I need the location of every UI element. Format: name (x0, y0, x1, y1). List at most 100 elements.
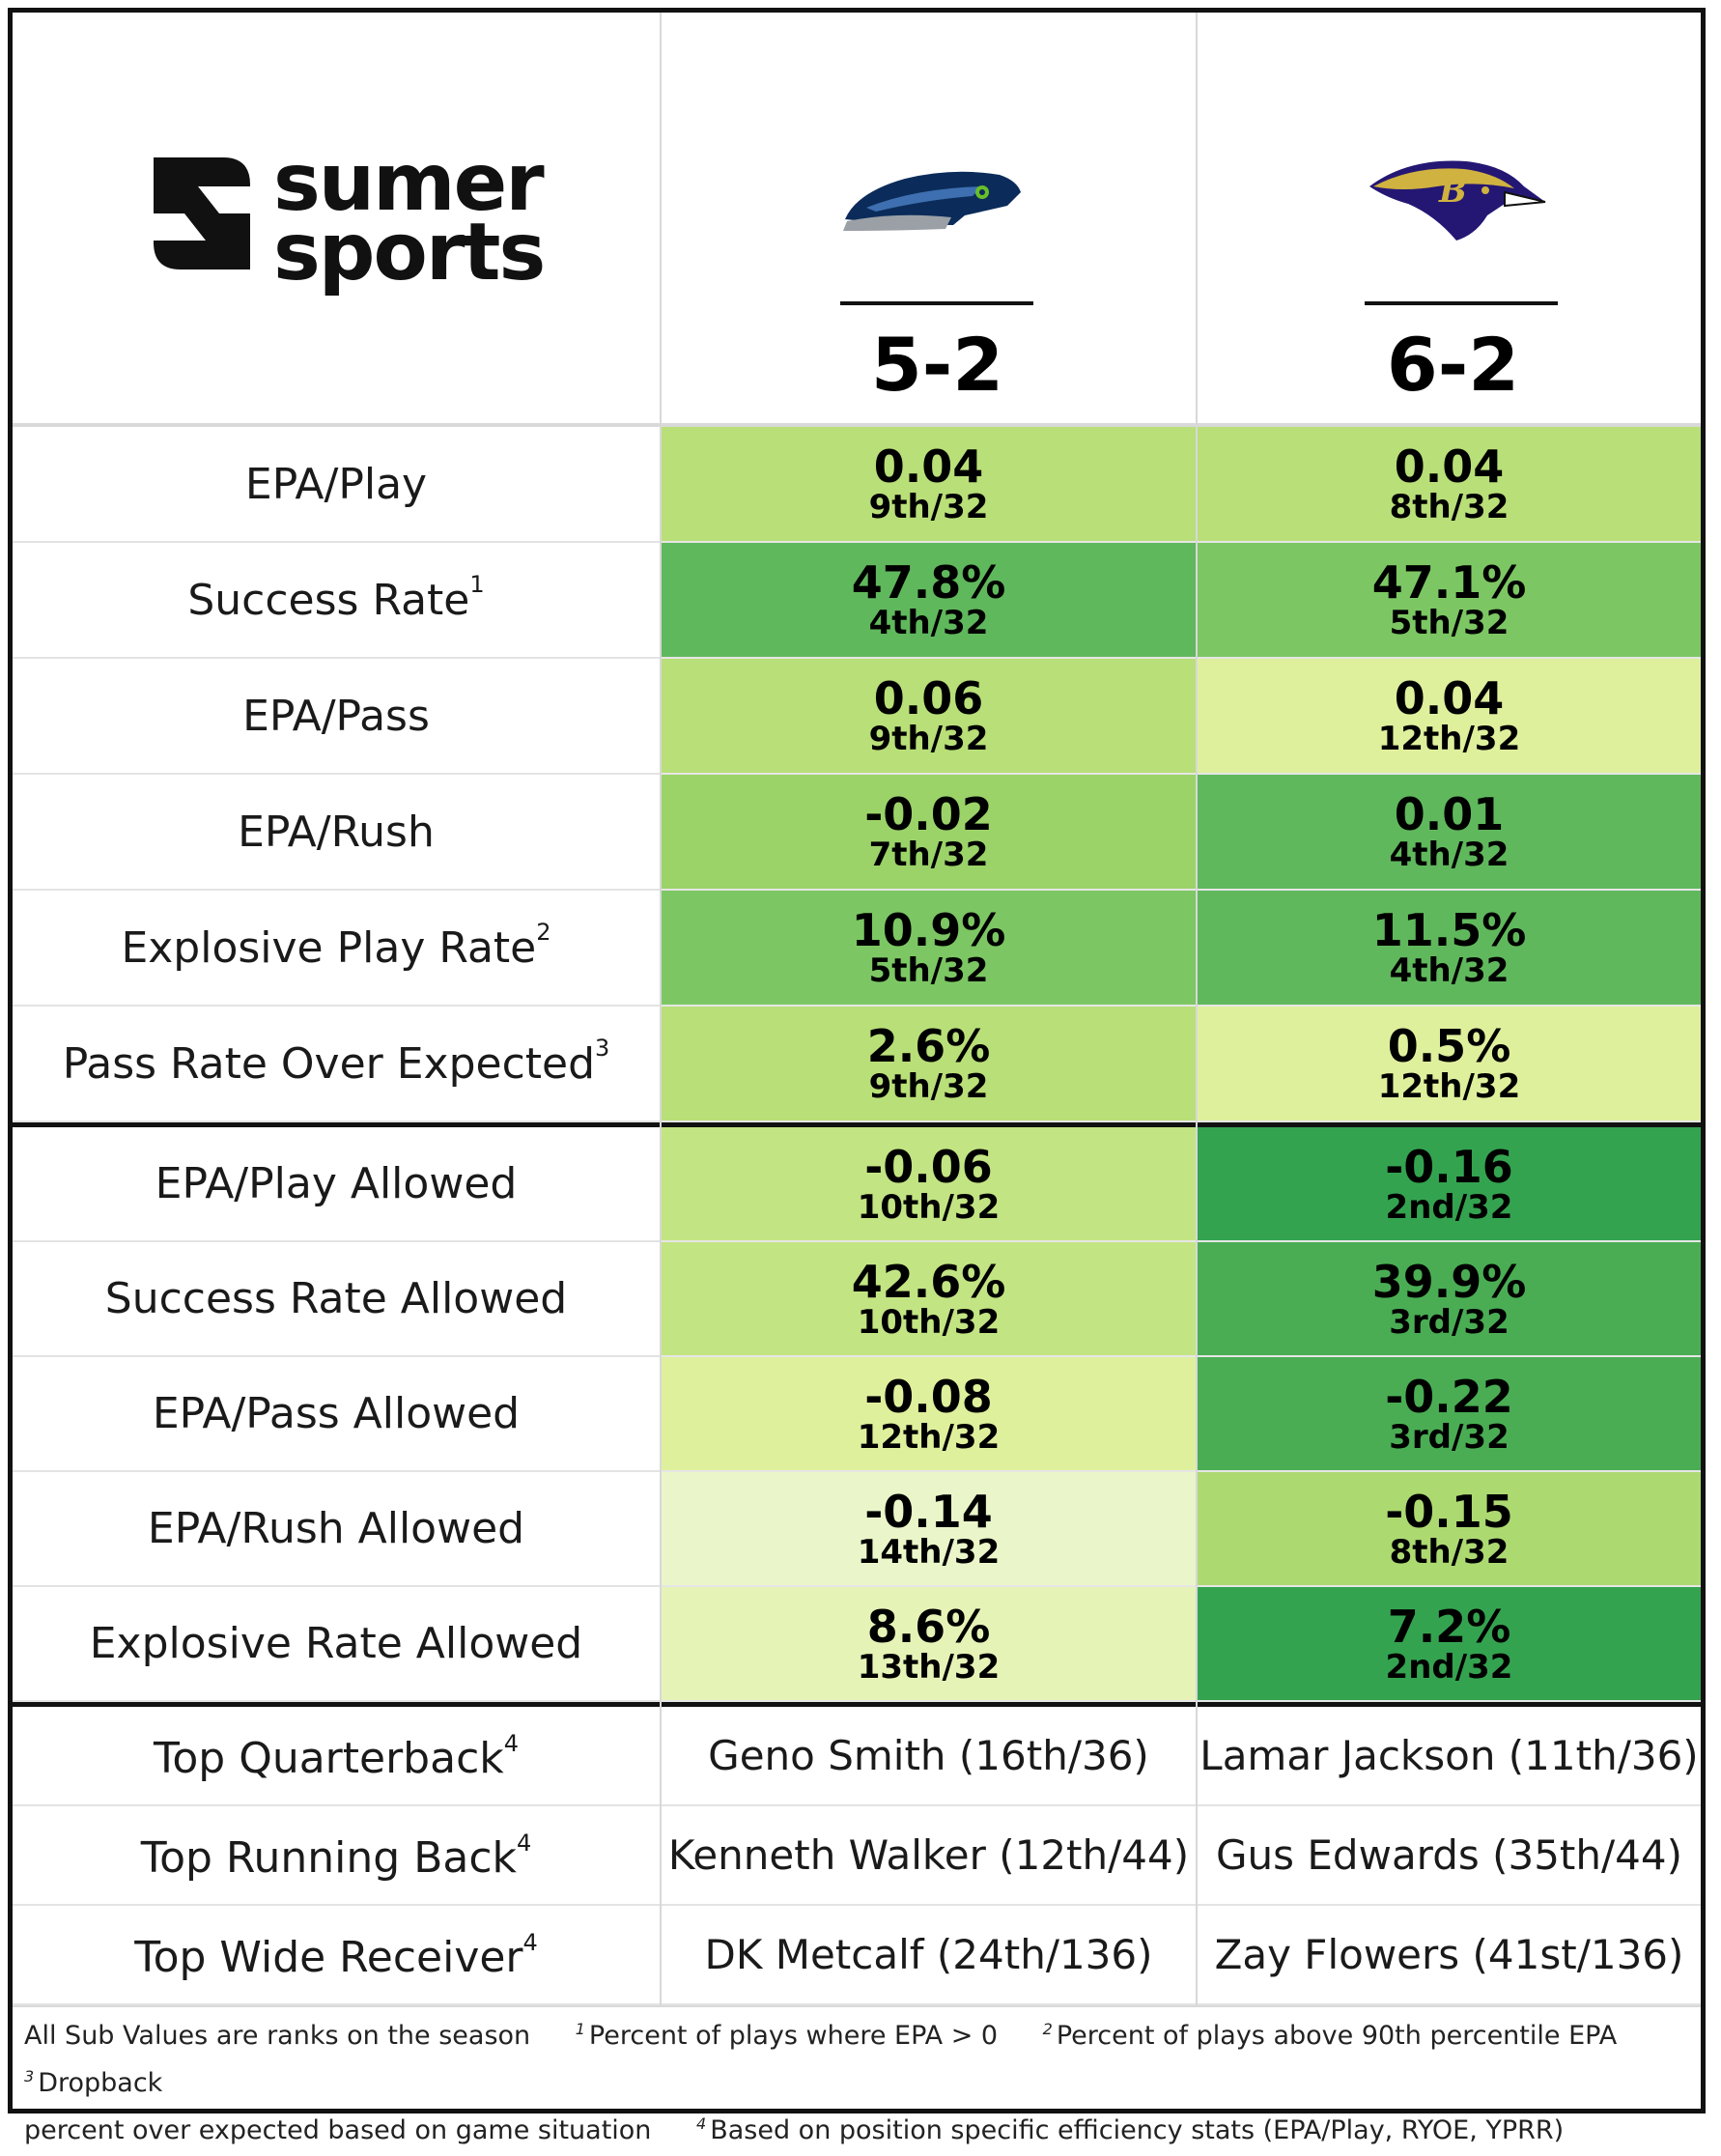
stat-value: -0.22 (1385, 1370, 1513, 1423)
row-label-text: Explosive Play Rate (121, 922, 537, 973)
team1-pass-rate-over-expected-cell: 2.6% 9th/32 (662, 1007, 1196, 1122)
stat-value: 0.04 (1394, 672, 1505, 724)
brand-logo: sumer sports (148, 137, 553, 302)
team2-epa-rush-cell: 0.01 4th/32 (1198, 775, 1701, 891)
team1-top-running-back-player: Kenneth Walker (12th/44) (662, 1806, 1196, 1906)
stat-rank: 14th/32 (857, 1532, 1001, 1572)
footer-divider (13, 2005, 1701, 2007)
team1-epa-play-allowed-cell: -0.06 10th/32 (662, 1127, 1196, 1242)
stat-value: 2.6% (866, 1020, 991, 1072)
footnote-line-1: All Sub Values are ranks on the season 1… (24, 2014, 1695, 2109)
row-label-text: Success Rate (187, 575, 470, 625)
stat-value: 0.04 (1394, 440, 1505, 493)
stat-value: 47.1% (1371, 556, 1527, 609)
stat-rank: 9th/32 (868, 1067, 989, 1106)
stat-value: 47.8% (851, 556, 1006, 609)
team2-explosive-rate-allowed-cell: 7.2% 2nd/32 (1198, 1587, 1701, 1702)
row-label-success-rate: Success Rate 1 (13, 543, 660, 659)
stat-value: 11.5% (1371, 904, 1527, 956)
row-label-epa-rush-allowed: EPA/Rush Allowed (13, 1472, 660, 1587)
team2-success-rate-allowed-cell: 39.9% 3rd/32 (1198, 1242, 1701, 1357)
stat-rank: 9th/32 (868, 720, 989, 758)
stat-rank: 2nd/32 (1385, 1647, 1513, 1687)
row-label-text: EPA/Pass Allowed (152, 1389, 521, 1438)
offense-defense-divider (13, 1122, 1701, 1127)
footnotes: All Sub Values are ranks on the season 1… (24, 2014, 1695, 2156)
header-divider (13, 423, 1701, 427)
stat-value: 8.6% (866, 1600, 991, 1653)
row-label-text: EPA/Play (244, 459, 428, 509)
stat-value: 7.2% (1387, 1600, 1511, 1653)
team1-epa-pass-cell: 0.06 9th/32 (662, 659, 1196, 775)
stat-rank: 13th/32 (857, 1647, 1001, 1687)
team1-record: 5-2 (870, 322, 1004, 408)
ravens-logo-icon: B (1369, 160, 1546, 241)
team2-pass-rate-over-expected-cell: 0.5% 12th/32 (1198, 1007, 1701, 1122)
column-divider-2 (1196, 13, 1198, 2005)
row-label-text: Explosive Rate Allowed (89, 1619, 583, 1668)
stat-rank: 9th/32 (868, 488, 989, 526)
brand-name-line1: sumer (273, 137, 545, 229)
footnote-sub-values: All Sub Values are ranks on the season (24, 2021, 531, 2051)
team2-success-rate-cell: 47.1% 5th/32 (1198, 543, 1701, 659)
team1-epa-rush-cell: -0.02 7th/32 (662, 775, 1196, 891)
stat-value: -0.16 (1385, 1140, 1513, 1193)
team2-top-wide-receiver-player: Zay Flowers (41st/136) (1198, 1906, 1701, 2005)
stat-rank: 3rd/32 (1389, 1302, 1509, 1342)
stat-value: -0.15 (1385, 1485, 1513, 1538)
footnote-3-marker: 3 (24, 2067, 35, 2085)
footnote-2-marker: 2 (1042, 2020, 1053, 2038)
sumer-sports-icon (154, 157, 250, 270)
row-label-explosive-play-rate: Explosive Play Rate 2 (13, 891, 660, 1007)
row-label-text: EPA/Rush (238, 807, 435, 857)
stat-rank: 12th/32 (1377, 1067, 1521, 1106)
stat-value: 39.9% (1371, 1255, 1527, 1308)
team2-epa-play-cell: 0.04 8th/32 (1198, 427, 1701, 543)
stat-rank: 8th/32 (1389, 488, 1509, 526)
team1-explosive-rate-allowed-cell: 8.6% 13th/32 (662, 1587, 1196, 1702)
team2-record: 6-2 (1386, 322, 1520, 408)
stat-rank: 7th/32 (868, 836, 989, 874)
team1-top-quarterback-player: Geno Smith (16th/36) (662, 1707, 1196, 1806)
row-label-text: Top Running Back (140, 1833, 518, 1883)
row-label-text: EPA/Play Allowed (155, 1159, 518, 1208)
stat-rank: 12th/32 (857, 1417, 1001, 1457)
team1-epa-play-cell: 0.04 9th/32 (662, 427, 1196, 543)
row-label-epa-pass-allowed: EPA/Pass Allowed (13, 1357, 660, 1472)
team1-epa-pass-allowed-cell: -0.08 12th/32 (662, 1357, 1196, 1472)
team1-top-wide-receiver-player: DK Metcalf (24th/136) (662, 1906, 1196, 2005)
stat-rank: 10th/32 (857, 1302, 1001, 1342)
row-label-epa-play-allowed: EPA/Play Allowed (13, 1127, 660, 1242)
row-label-explosive-rate-allowed: Explosive Rate Allowed (13, 1587, 660, 1702)
stat-value: -0.08 (864, 1370, 993, 1423)
team2-epa-rush-allowed-cell: -0.15 8th/32 (1198, 1472, 1701, 1587)
row-label-text: Top Wide Receiver (134, 1933, 523, 1982)
stat-rank: 3rd/32 (1389, 1417, 1509, 1457)
row-label-top-running-back: Top Running Back 4 (13, 1806, 660, 1906)
row-label-top-wide-receiver: Top Wide Receiver 4 (13, 1906, 660, 2005)
stat-rank: 4th/32 (1389, 951, 1509, 990)
footnote-2-text: Percent of plays above 90th percentile E… (1056, 2021, 1618, 2051)
team1-success-rate-allowed-cell: 42.6% 10th/32 (662, 1242, 1196, 1357)
row-label-pass-rate-over-expected: Pass Rate Over Expected 3 (13, 1007, 660, 1122)
row-label-epa-pass: EPA/Pass (13, 659, 660, 775)
row-label-text: EPA/Pass (242, 691, 430, 741)
team2-explosive-play-rate-cell: 11.5% 4th/32 (1198, 891, 1701, 1007)
row-label-text: Top Quarterback (153, 1734, 504, 1783)
footnote-marker: 4 (517, 1829, 532, 1857)
stat-value: 0.5% (1387, 1020, 1511, 1072)
team2-epa-pass-cell: 0.04 12th/32 (1198, 659, 1701, 775)
stat-value: 0.04 (873, 440, 984, 493)
footnote-3-text-cont: percent over expected based on game situ… (24, 2115, 652, 2145)
stat-rank: 4th/32 (868, 604, 989, 642)
team1-epa-rush-allowed-cell: -0.14 14th/32 (662, 1472, 1196, 1587)
row-label-epa-play: EPA/Play (13, 427, 660, 543)
footnote-3-text: Dropback (38, 2068, 163, 2098)
footnote-marker: 4 (503, 1729, 520, 1757)
stat-value: 0.01 (1394, 788, 1505, 840)
footnote-marker: 1 (469, 571, 485, 598)
stat-rank: 10th/32 (857, 1187, 1001, 1227)
stat-value: 10.9% (851, 904, 1006, 956)
seahawks-logo-icon (843, 171, 1021, 231)
stat-rank: 4th/32 (1389, 836, 1509, 874)
